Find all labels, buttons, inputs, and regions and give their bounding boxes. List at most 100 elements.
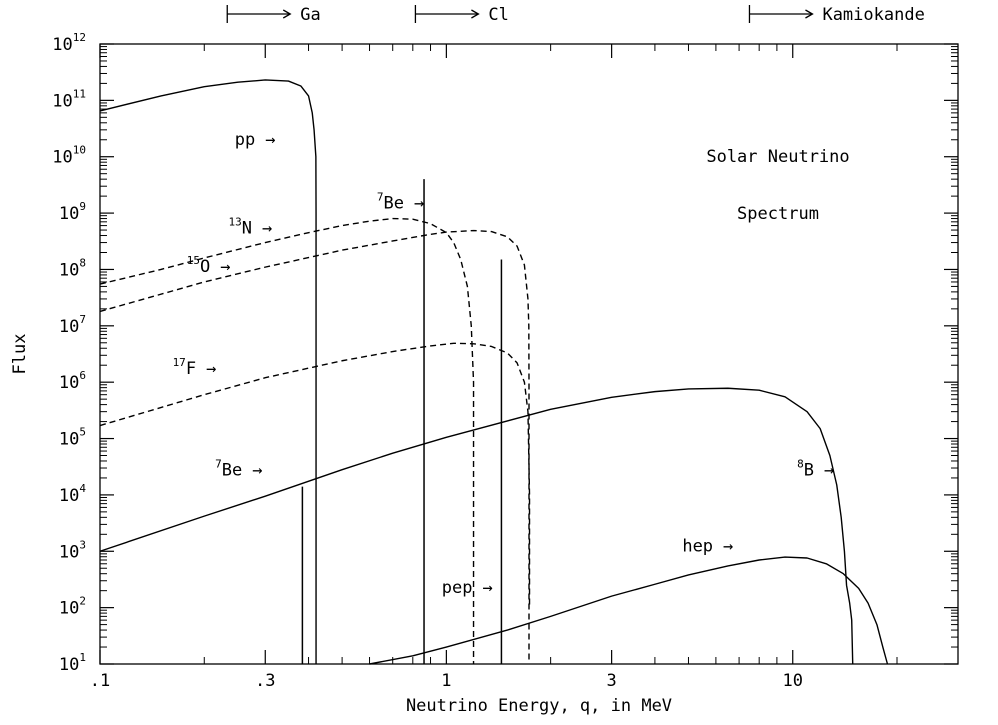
- annotation-label: 8B →: [797, 458, 834, 481]
- series-17F-curve: [99, 342, 531, 608]
- y-tick-exponent: 10: [73, 144, 86, 157]
- annotation-arrow: →: [824, 461, 834, 481]
- series-8B-curve: [99, 387, 854, 665]
- annotation-label: 13N →: [229, 216, 273, 239]
- annotation-arrow: →: [414, 194, 424, 214]
- annotations-layer: pp →7Be →13N →15O →17F →7Be → 8B →hep →pep →: [173, 130, 835, 598]
- y-tick-label: 105: [59, 426, 86, 450]
- annotation-arrow: →: [262, 219, 272, 239]
- y-tick-base: 10: [59, 599, 79, 619]
- thresholds-layer: Ga Cl Kamiokande: [226, 5, 925, 25]
- series-hep-curve: [369, 556, 889, 665]
- y-tick-base: 10: [59, 655, 79, 675]
- y-tick-exponent: 5: [79, 426, 86, 439]
- lines-layer: [301, 179, 503, 664]
- annotation-arrow: →: [220, 257, 230, 277]
- y-tick-exponent: 2: [79, 595, 86, 608]
- threshold-marker: Kamiokande: [748, 5, 925, 25]
- y-tick-exponent: 6: [79, 369, 86, 382]
- threshold-marker: Cl: [414, 5, 509, 25]
- y-tick-exponent: 4: [79, 482, 86, 495]
- threshold-label: Kamiokande: [822, 5, 924, 25]
- chart-title: Solar Neutrino: [706, 147, 849, 167]
- y-tick-base: 10: [59, 260, 79, 280]
- annotation-label: 7Be →: [377, 191, 424, 214]
- threshold-arrow-head: [282, 9, 292, 19]
- annotation-mass-number: 8: [797, 458, 804, 471]
- x-tick-label: .3: [255, 671, 275, 691]
- annotation-label: pep →: [442, 578, 493, 598]
- y-tick-base: 10: [52, 91, 72, 111]
- y-tick-exponent: 3: [79, 538, 86, 551]
- annotation-label: hep →: [682, 536, 733, 556]
- annotation-arrow: →: [252, 461, 262, 481]
- y-tick-exponent: 8: [79, 256, 86, 269]
- y-axis-title: Flux: [10, 334, 30, 375]
- x-tick-label: 3: [607, 671, 617, 691]
- threshold-label: Cl: [488, 5, 508, 25]
- ticks-layer: .1.3 1 3 1010110210310410510610710810910101…: [52, 31, 959, 691]
- annotation-main: Be: [222, 461, 242, 481]
- annotation-label: 15O →: [187, 254, 231, 277]
- chart-subtitle: Spectrum: [737, 204, 819, 224]
- y-tick-base: 10: [59, 430, 79, 450]
- y-tick-base: 10: [59, 317, 79, 337]
- annotation-mass-number: 15: [187, 254, 200, 267]
- annotation-main: O: [200, 257, 210, 277]
- series-pp-curve: [99, 79, 317, 664]
- y-tick-exponent: 1: [79, 651, 86, 664]
- annotation-main: pp: [235, 130, 255, 150]
- y-tick-label: 104: [59, 482, 86, 506]
- annotation-label: 17F →: [173, 356, 217, 379]
- y-tick-exponent: 11: [73, 87, 86, 100]
- y-tick-base: 10: [59, 542, 79, 562]
- series-13N-curve: [99, 217, 475, 664]
- threshold-marker: Ga: [226, 5, 321, 25]
- annotation-main: B: [804, 461, 814, 481]
- threshold-label: Ga: [300, 5, 320, 25]
- annotation-arrow: →: [265, 130, 275, 150]
- annotation-mass-number: 17: [173, 356, 186, 369]
- threshold-arrow-head: [471, 9, 480, 19]
- y-tick-base: 10: [59, 204, 79, 224]
- annotation-main: pep: [442, 578, 473, 598]
- y-tick-label: 109: [59, 200, 86, 224]
- y-tick-label: 101: [59, 651, 86, 675]
- x-tick-label: 1: [441, 671, 451, 691]
- y-tick-exponent: 7: [79, 313, 86, 326]
- annotation-arrow: →: [206, 359, 216, 379]
- y-tick-base: 10: [52, 148, 72, 168]
- y-tick-label: 102: [59, 595, 86, 619]
- series-15O-curve: [99, 229, 530, 664]
- annotation-mass-number: 7: [215, 458, 222, 471]
- y-tick-label: 1011: [52, 87, 86, 111]
- annotation-mass-number: 13: [229, 216, 242, 229]
- y-tick-label: 108: [59, 256, 86, 280]
- annotation-label: pp →: [235, 130, 276, 150]
- y-tick-label: 1012: [52, 31, 86, 55]
- y-tick-label: 103: [59, 538, 86, 562]
- annotation-main: Be: [383, 194, 403, 214]
- y-tick-base: 10: [52, 35, 72, 55]
- annotation-arrow: →: [483, 578, 493, 598]
- y-tick-base: 10: [59, 486, 79, 506]
- threshold-arrow-head: [805, 9, 814, 19]
- annotation-main: hep: [682, 536, 713, 556]
- series-layer: [99, 79, 889, 665]
- y-tick-exponent: 12: [73, 31, 86, 44]
- x-axis-title: Neutrino Energy, q, in MeV: [406, 696, 672, 716]
- y-tick-label: 1010: [52, 144, 86, 168]
- annotation-mass-number: 7: [377, 191, 384, 204]
- annotation-label: 7Be →: [215, 458, 262, 481]
- annotation-main: F: [186, 359, 196, 379]
- annotation-main: N: [242, 219, 252, 239]
- y-tick-label: 107: [59, 313, 86, 337]
- x-tick-label: .1: [90, 671, 110, 691]
- annotation-arrow: →: [723, 536, 733, 556]
- y-tick-base: 10: [59, 373, 79, 393]
- y-tick-exponent: 9: [79, 200, 86, 213]
- x-tick-label: 10: [782, 671, 802, 691]
- y-tick-label: 106: [59, 369, 86, 393]
